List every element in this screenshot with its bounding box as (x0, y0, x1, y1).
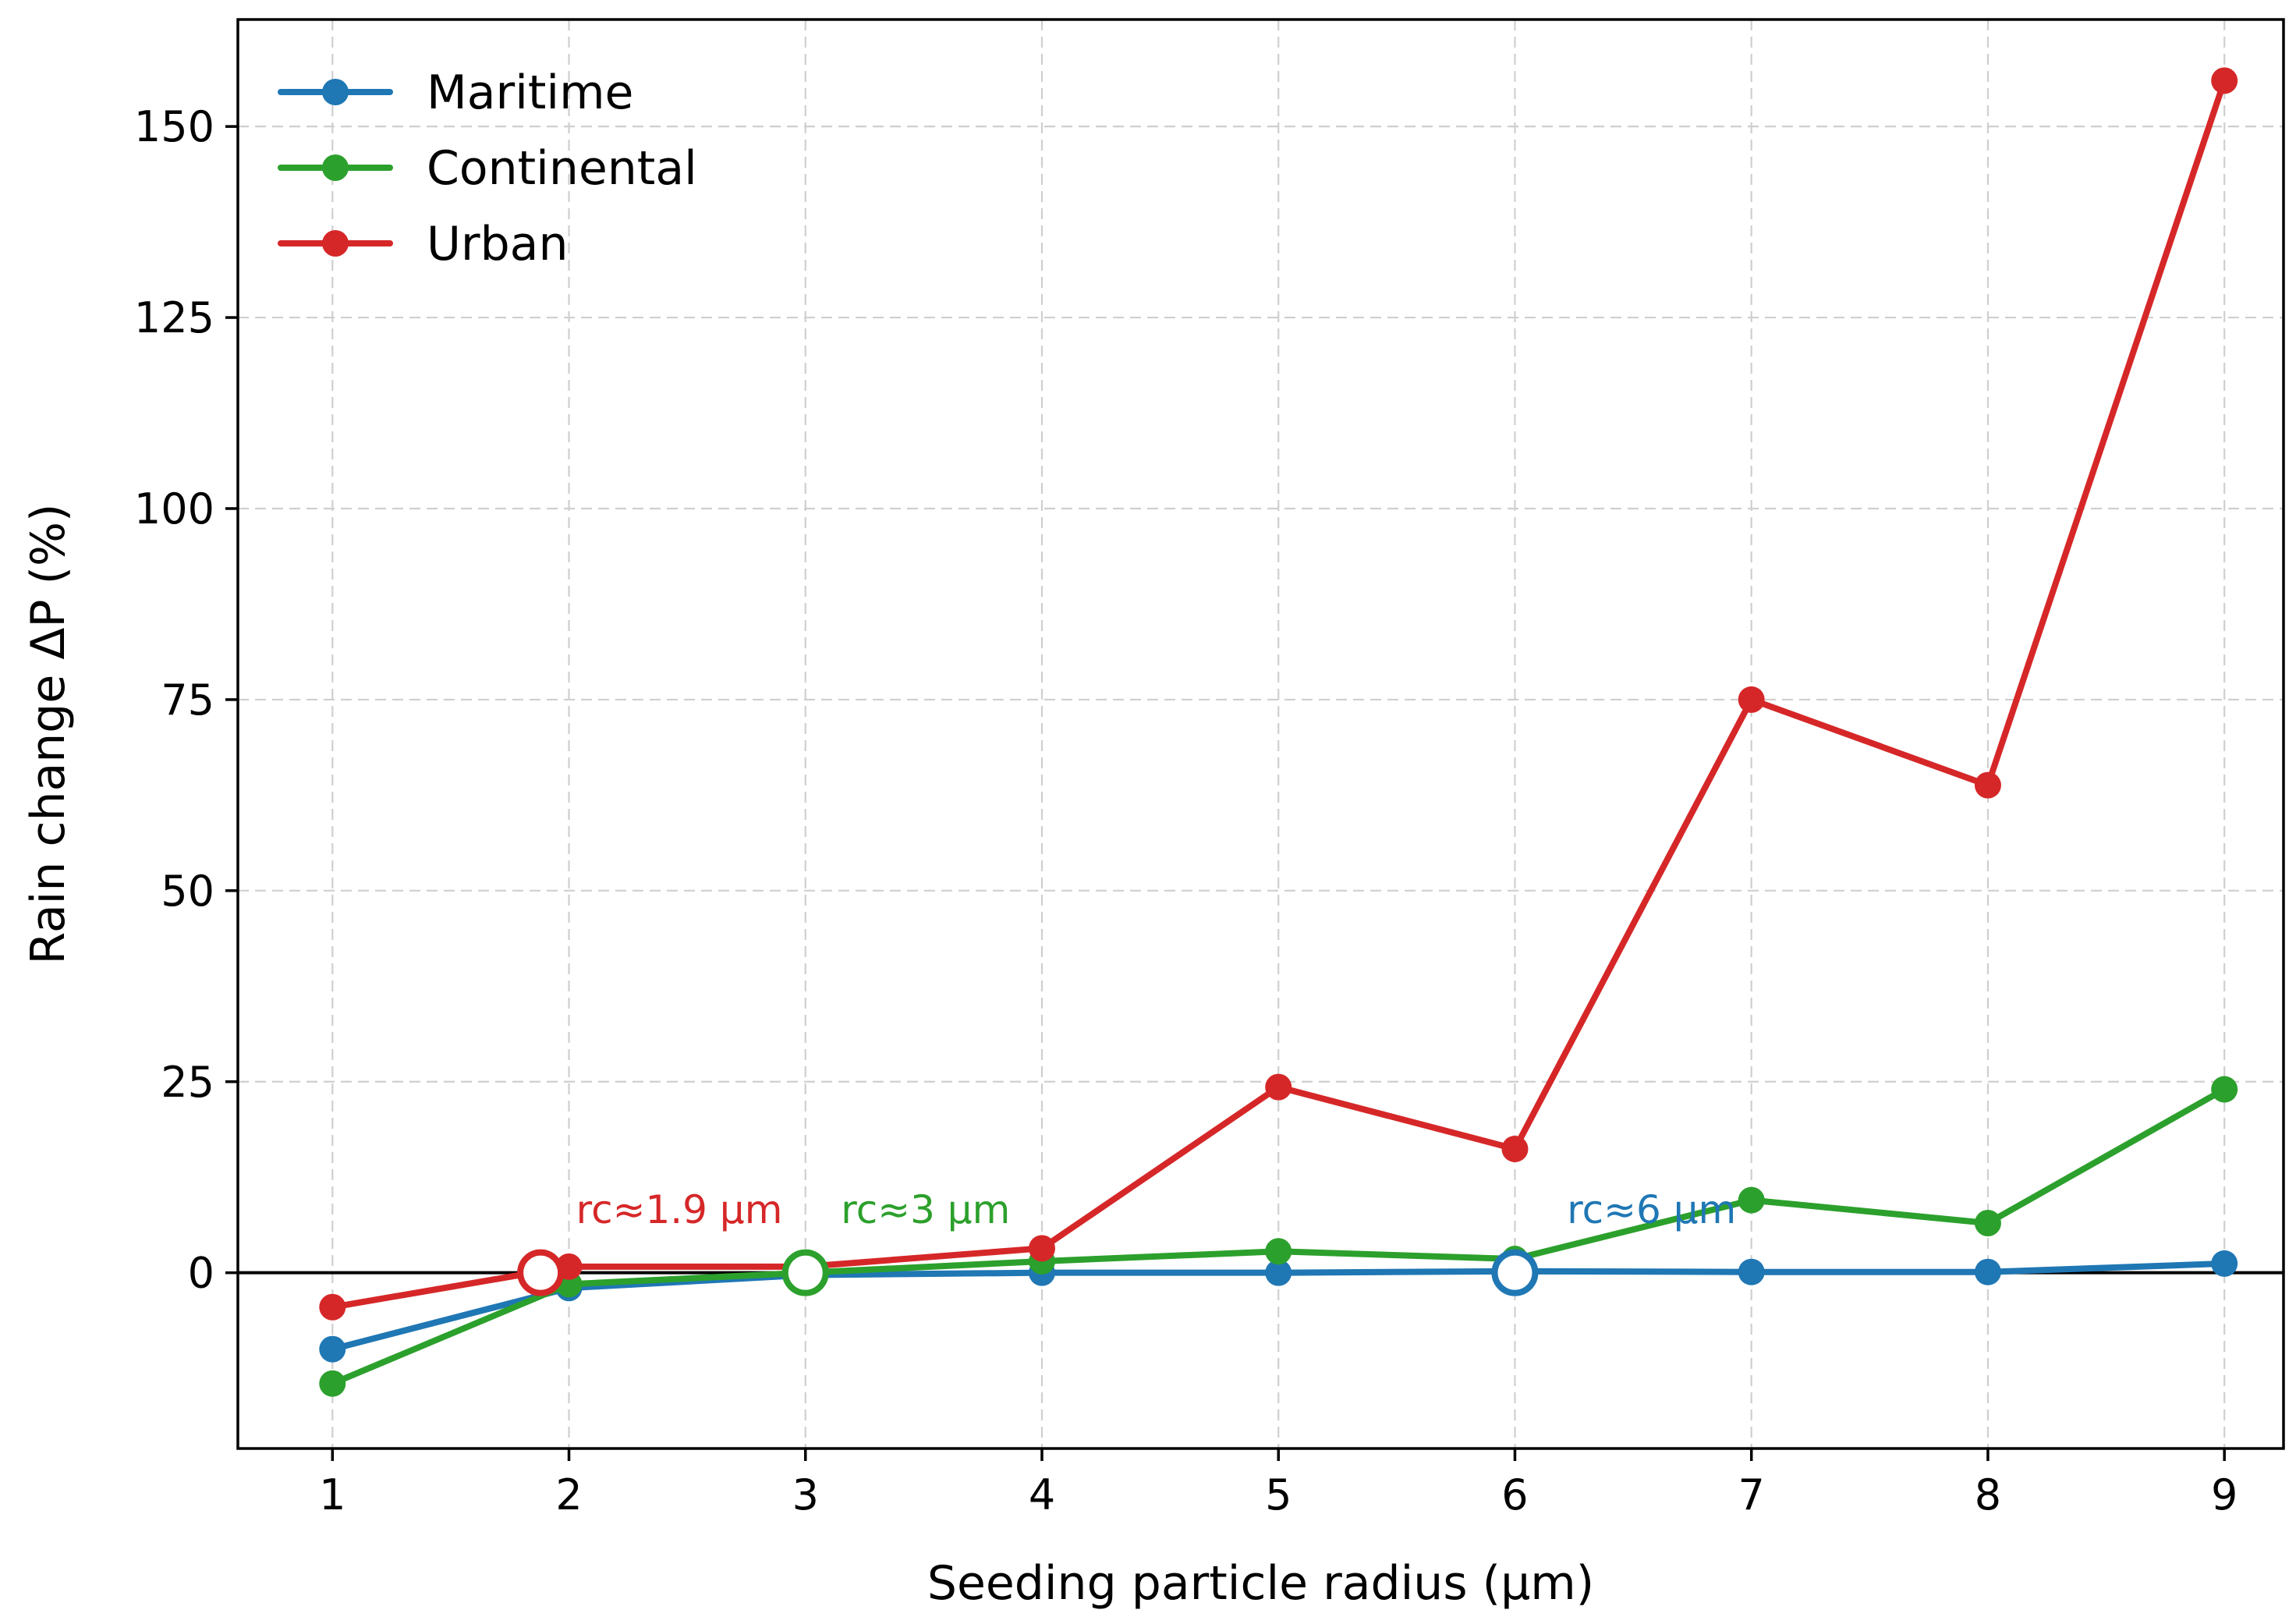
threshold-marker (1491, 1249, 1539, 1296)
data-point-continental (1738, 1186, 1765, 1214)
data-point-urban (1738, 686, 1765, 713)
x-axis-ticks: 1 2 3 4 5 6 7 8 9 (319, 1448, 2238, 1519)
data-point-maritime (319, 1335, 346, 1363)
threshold-markers: rc≈1.9 µm rc≈3 µm rc≈6 µm (517, 1187, 1736, 1296)
y-tick-label: 100 (134, 484, 214, 534)
threshold-label: rc≈6 µm (1567, 1187, 1736, 1232)
y-tick-label: 25 (161, 1058, 214, 1107)
y-tick-label: 125 (134, 293, 214, 342)
threshold-label: rc≈1.9 µm (576, 1187, 783, 1232)
legend-label: Urban (427, 217, 568, 271)
data-point-urban (1974, 771, 2001, 799)
x-tick-label: 6 (1501, 1470, 1528, 1519)
y-tick-label: 75 (161, 675, 214, 725)
x-axis-title: Seeding particle radius (µm) (927, 1556, 1594, 1611)
x-tick-label: 7 (1738, 1470, 1765, 1519)
legend-item-maritime: Maritime (278, 66, 633, 120)
threshold-marker (781, 1249, 829, 1296)
legend-swatch-marker (322, 79, 349, 105)
x-tick-label: 9 (2211, 1470, 2238, 1519)
legend-swatch-marker (322, 154, 349, 181)
data-point-continental (1974, 1209, 2001, 1236)
data-point-continental (2211, 1076, 2238, 1103)
data-point-urban (2211, 67, 2238, 94)
threshold-label: rc≈3 µm (841, 1187, 1010, 1232)
data-point-maritime (2211, 1250, 2238, 1277)
y-tick-label: 150 (134, 102, 214, 151)
data-point-urban (319, 1293, 346, 1321)
data-point-continental (319, 1370, 346, 1397)
legend-swatch-marker (322, 230, 349, 257)
x-tick-label: 2 (555, 1470, 582, 1519)
legend-label: Maritime (427, 66, 633, 120)
x-tick-label: 5 (1265, 1470, 1292, 1519)
data-point-maritime (1738, 1258, 1765, 1285)
data-point-urban (1501, 1135, 1529, 1162)
x-tick-label: 3 (792, 1470, 819, 1519)
y-tick-label: 50 (161, 867, 214, 916)
threshold-marker (517, 1249, 565, 1296)
data-point-urban (1029, 1235, 1056, 1262)
data-point-maritime (1265, 1259, 1292, 1286)
grid-lines (238, 20, 2284, 1448)
legend-label: Continental (427, 141, 697, 196)
data-point-maritime (1974, 1258, 2001, 1285)
x-tick-label: 8 (1975, 1470, 2001, 1519)
data-point-continental (1265, 1238, 1292, 1265)
y-axis-title: Rain change ΔP (%) (21, 504, 76, 965)
plot-area-frame (236, 18, 2285, 1450)
y-axis-ticks: 0 25 50 75 100 125 150 (134, 102, 238, 1298)
legend: Maritime Continental Urban (278, 66, 697, 271)
x-tick-label: 1 (319, 1470, 345, 1519)
series-layer (319, 67, 2238, 1397)
legend-item-urban: Urban (278, 217, 568, 271)
x-tick-label: 4 (1029, 1470, 1055, 1519)
data-point-urban (1265, 1073, 1292, 1101)
y-tick-label: 0 (188, 1249, 214, 1298)
legend-item-continental: Continental (278, 141, 697, 196)
